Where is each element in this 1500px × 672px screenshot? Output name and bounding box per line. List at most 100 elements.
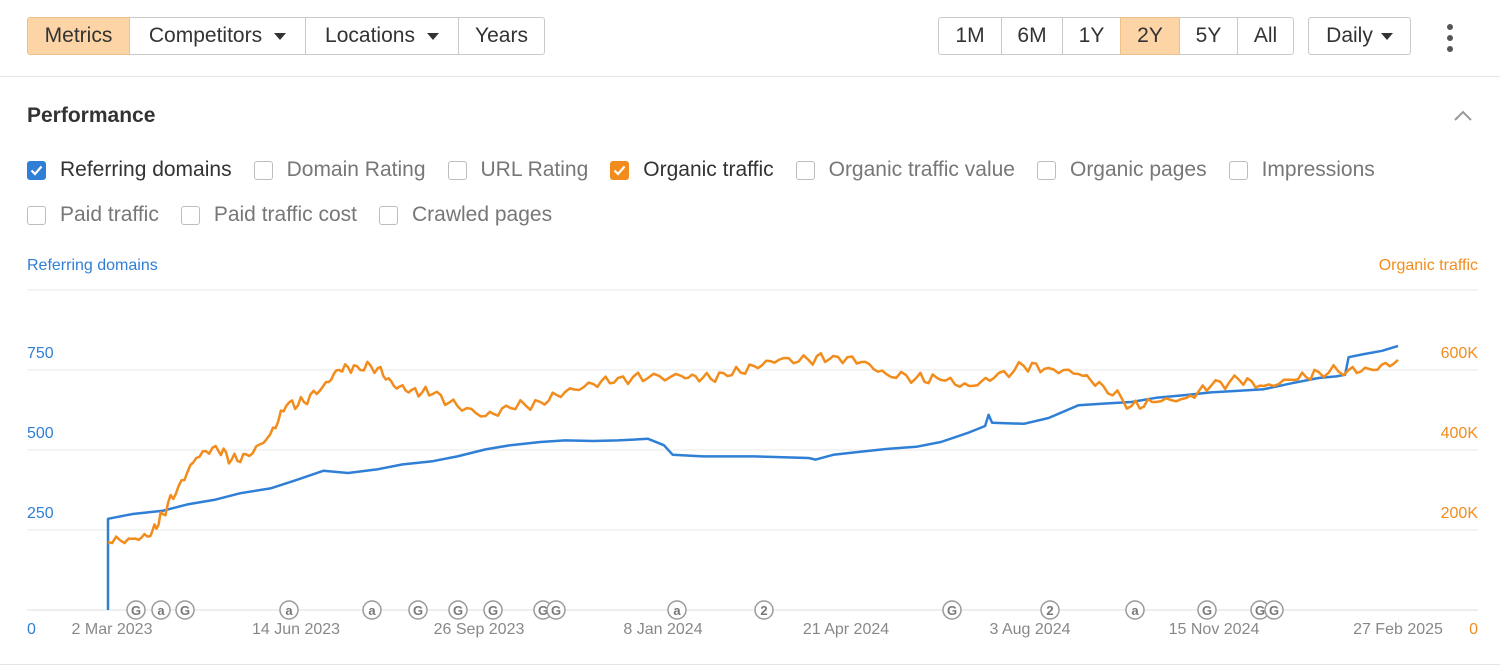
- checkbox-label: Crawled pages: [412, 203, 553, 226]
- paid-traffic-checkbox[interactable]: Paid traffic: [27, 203, 159, 227]
- update-marker-icon: G: [408, 600, 428, 620]
- marker-label: G: [131, 603, 141, 618]
- marker-circle[interactable]: [1040, 600, 1060, 620]
- date-range-group: 1M 6M 1Y 2Y 5Y All: [938, 17, 1294, 57]
- marker-circle[interactable]: [448, 600, 468, 620]
- locations-label: Locations: [325, 24, 415, 47]
- x-axis-tick: 27 Feb 2025: [1353, 621, 1443, 638]
- update-marker-icon: a: [362, 600, 382, 620]
- marker-circle[interactable]: [151, 600, 171, 620]
- checkbox-label: Organic traffic value: [828, 158, 1015, 181]
- metrics-tab[interactable]: Metrics: [27, 17, 130, 55]
- domain-rating-checkbox[interactable]: Domain Rating: [253, 158, 426, 182]
- interval-dropdown[interactable]: Daily: [1308, 17, 1411, 55]
- marker-label: G: [551, 603, 561, 618]
- marker-circle[interactable]: [546, 600, 566, 620]
- marker-label: G: [180, 603, 190, 618]
- view-tabs: Metrics Competitors Locations Years: [27, 17, 545, 57]
- x-axis-tick: 15 Nov 2024: [1169, 621, 1260, 638]
- years-tab[interactable]: Years: [458, 17, 545, 55]
- marker-circle[interactable]: [362, 600, 382, 620]
- range-label: 5Y: [1195, 24, 1222, 47]
- marker-circle[interactable]: [754, 600, 774, 620]
- update-marker-icon: G: [1264, 600, 1284, 620]
- update-marker-icon: G: [448, 600, 468, 620]
- right-axis-tick: 800K: [1441, 280, 1479, 282]
- checkbox-label: Paid traffic: [60, 203, 159, 226]
- organic-traffic-line: [107, 352, 1399, 545]
- right-axis-tick: 200K: [1441, 505, 1479, 522]
- organic-traffic-checkbox[interactable]: Organic traffic: [610, 158, 774, 182]
- checkbox-icon: [1036, 160, 1056, 180]
- marker-label: G: [413, 603, 423, 618]
- range-1m-button[interactable]: 1M: [938, 17, 1002, 55]
- organic-pages-checkbox[interactable]: Organic pages: [1036, 158, 1207, 182]
- marker-circle[interactable]: [408, 600, 428, 620]
- marker-circle[interactable]: [1264, 600, 1284, 620]
- checkbox-label: Organic traffic: [643, 158, 774, 181]
- referring-domains-line: [106, 344, 1399, 610]
- marker-label: a: [285, 603, 293, 618]
- marker-circle[interactable]: [175, 600, 195, 620]
- range-2y-button[interactable]: 2Y: [1120, 17, 1180, 55]
- years-label: Years: [475, 24, 528, 47]
- checkbox-icon: [27, 205, 46, 225]
- paid-traffic-cost-checkbox[interactable]: Paid traffic cost: [180, 203, 357, 227]
- organic-traffic-value-checkbox[interactable]: Organic traffic value: [795, 158, 1015, 182]
- metric-checkboxes-row-2: Paid traffic Paid traffic cost Crawled p…: [27, 203, 574, 227]
- checkbox-label: Referring domains: [60, 158, 232, 181]
- marker-circle[interactable]: [126, 600, 146, 620]
- x-axis-tick: 21 Apr 2024: [803, 621, 889, 638]
- left-axis-tick: 250: [27, 505, 54, 522]
- marker-circle[interactable]: [942, 600, 962, 620]
- update-marker-icon: a: [279, 600, 299, 620]
- update-marker-icon: 2: [754, 600, 774, 620]
- marker-label: a: [1131, 603, 1139, 618]
- right-axis-tick: 600K: [1441, 345, 1479, 362]
- range-5y-button[interactable]: 5Y: [1179, 17, 1238, 55]
- update-marker-icon: a: [667, 600, 687, 620]
- marker-label: G: [453, 603, 463, 618]
- marker-label: G: [538, 603, 548, 618]
- marker-circle[interactable]: [1197, 600, 1217, 620]
- checkbox-icon: [447, 160, 467, 180]
- range-label: 2Y: [1137, 24, 1163, 47]
- marker-label: G: [1269, 603, 1279, 618]
- range-label: 1Y: [1078, 24, 1105, 47]
- checkbox-checked-icon: [610, 160, 630, 180]
- chevron-down-icon: [1380, 32, 1393, 40]
- marker-label: G: [1255, 603, 1265, 618]
- left-axis-title: Referring domains: [27, 257, 158, 274]
- update-marker-icon: G: [546, 600, 566, 620]
- update-marker-icon: 2: [1040, 600, 1060, 620]
- x-axis-tick: 3 Aug 2024: [990, 621, 1071, 638]
- competitors-dropdown[interactable]: Competitors: [129, 17, 306, 55]
- range-1y-button[interactable]: 1Y: [1062, 17, 1121, 55]
- update-marker-icon: G: [942, 600, 962, 620]
- panel-bottom-divider: [0, 664, 1500, 665]
- chevron-up-icon[interactable]: [1452, 108, 1474, 122]
- locations-dropdown[interactable]: Locations: [305, 17, 459, 55]
- marker-label: G: [488, 603, 498, 618]
- checkbox-label: Domain Rating: [286, 158, 426, 181]
- marker-circle[interactable]: [483, 600, 503, 620]
- range-all-button[interactable]: All: [1237, 17, 1294, 55]
- metric-checkboxes-row-1: Referring domains Domain Rating URL Rati…: [27, 158, 1397, 182]
- impressions-checkbox[interactable]: Impressions: [1228, 158, 1375, 182]
- interval-label: Daily: [1326, 24, 1373, 47]
- referring-domains-checkbox[interactable]: Referring domains: [27, 158, 232, 182]
- crawled-pages-checkbox[interactable]: Crawled pages: [379, 203, 552, 227]
- marker-circle[interactable]: [667, 600, 687, 620]
- range-6m-button[interactable]: 6M: [1001, 17, 1063, 55]
- update-marker-icon: G: [126, 600, 146, 620]
- url-rating-checkbox[interactable]: URL Rating: [447, 158, 588, 182]
- performance-chart[interactable]: 0 250 500 750 1K 0 200K 400K 600K 800K 2 Mar 2023 1…: [0, 280, 1500, 660]
- marker-circle[interactable]: [1125, 600, 1145, 620]
- update-marker-icon: a: [151, 600, 171, 620]
- marker-label: a: [157, 603, 165, 618]
- marker-circle[interactable]: [279, 600, 299, 620]
- marker-label: G: [947, 603, 957, 618]
- kebab-menu-icon[interactable]: [1440, 24, 1460, 52]
- chevron-down-icon: [274, 32, 287, 40]
- range-label: 6M: [1017, 24, 1047, 47]
